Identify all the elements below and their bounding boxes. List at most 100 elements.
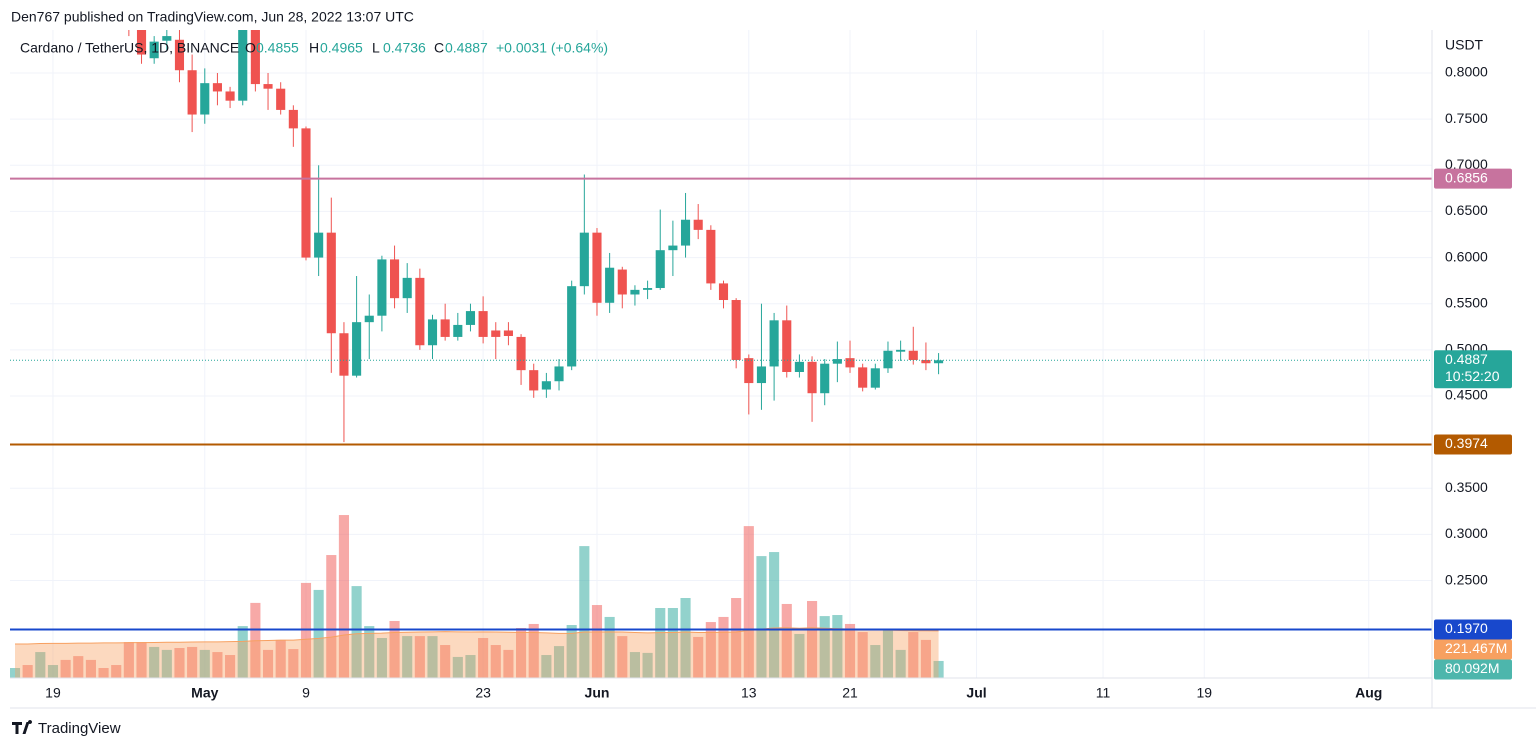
y-tick-label: 0.3000	[1445, 525, 1488, 541]
volume-bar	[591, 605, 603, 678]
volume-bar	[693, 636, 704, 678]
candle-body	[921, 359, 931, 364]
candle-body	[820, 363, 830, 394]
y-tick-label: 0.2500	[1445, 571, 1488, 587]
volume-bar	[149, 646, 160, 678]
ohlc-key: O	[245, 40, 256, 56]
candle-body	[870, 368, 880, 388]
volume-bar	[351, 586, 362, 678]
published-note: Den767 published on TradingView.com, Jun…	[11, 9, 414, 25]
volume-bar	[414, 636, 425, 678]
volume-bar	[769, 552, 780, 678]
x-tick-label: May	[191, 685, 218, 701]
candle-body	[908, 350, 918, 360]
volume-bar	[579, 546, 590, 678]
y-tick-label: 0.4500	[1445, 387, 1488, 403]
volume-label: 80.092M	[1445, 660, 1499, 676]
candle-body	[794, 361, 804, 372]
candle-body	[478, 311, 488, 337]
volume-bar	[440, 645, 451, 678]
candle-body	[136, 30, 147, 55]
volume-bar	[313, 589, 324, 678]
volume-bar	[212, 652, 223, 678]
candle-body	[352, 322, 362, 376]
volume-bar	[617, 636, 628, 678]
volume-bar	[642, 652, 653, 678]
volume-ma-label-box	[1434, 639, 1512, 660]
volume-bar	[908, 632, 919, 678]
volume-bar	[920, 639, 931, 678]
volume-label-box	[1434, 659, 1512, 680]
x-tick-label: 19	[45, 685, 61, 701]
candle-body	[187, 70, 197, 115]
hline-label: 0.1970	[1445, 620, 1488, 636]
volume-bar	[389, 620, 400, 678]
x-tick-label: 21	[842, 685, 858, 701]
volume-bar	[237, 626, 248, 678]
volume-bar	[85, 659, 96, 678]
volume-ma-line	[15, 627, 939, 645]
volume-ma-area	[15, 627, 939, 678]
volume-bar	[680, 598, 691, 678]
ohlc-value: 0.4887	[445, 40, 488, 56]
hline-label-box	[1434, 434, 1512, 455]
candle-body	[238, 30, 248, 101]
y-tick-label: 0.6000	[1445, 248, 1488, 264]
volume-bar	[73, 656, 84, 678]
candle-body	[402, 277, 412, 299]
volume-pane	[10, 515, 944, 678]
volume-bar	[364, 626, 375, 678]
ohlc-key: C	[434, 40, 444, 56]
brand: TradingView	[38, 720, 121, 737]
candle-body	[225, 91, 235, 101]
candle-body	[174, 39, 185, 71]
volume-bar	[541, 655, 552, 678]
volume-ma-label: 221.467M	[1445, 640, 1507, 656]
volume-bar	[288, 649, 299, 678]
ohlc-change: +0.0031 (+0.64%)	[496, 40, 608, 56]
ohlc-key: H	[309, 40, 319, 56]
volume-bar	[136, 642, 147, 678]
x-tick-label: Jul	[966, 685, 986, 701]
volume-bar	[781, 603, 792, 678]
candle-body	[212, 83, 222, 92]
volume-bar	[794, 633, 805, 678]
candle-body	[832, 359, 842, 364]
candle-body	[858, 367, 868, 388]
candle-body	[503, 330, 513, 337]
candle-body	[440, 319, 450, 337]
x-tick-label: Jun	[585, 685, 610, 701]
candle-body	[149, 41, 159, 59]
x-tick-label: 9	[302, 685, 310, 701]
volume-bar	[98, 668, 109, 678]
axes: 0.25000.30000.35000.45000.50000.55000.60…	[45, 64, 1512, 701]
candle-body	[896, 349, 906, 352]
x-tick-label: 23	[475, 685, 491, 701]
candle-body	[769, 320, 779, 367]
volume-bar	[187, 646, 198, 678]
volume-bar	[718, 616, 729, 678]
candle-body	[554, 366, 564, 382]
candle-body	[465, 311, 476, 325]
volume-bar	[123, 642, 134, 678]
candle-body	[934, 360, 944, 364]
volume-bar	[528, 623, 539, 678]
volume-bar	[857, 632, 868, 678]
last-price-label: 0.4887	[1445, 351, 1488, 367]
ohlc-value: 0.4736	[383, 40, 426, 56]
x-tick-label: 11	[1096, 685, 1111, 701]
x-tick-label: Aug	[1355, 685, 1382, 701]
volume-bar	[743, 526, 754, 678]
footer-logo	[12, 720, 33, 734]
candle-body	[782, 320, 792, 372]
volume-bar	[895, 649, 906, 678]
ohlc-key: L	[372, 40, 380, 56]
hline-label-box	[1434, 619, 1512, 640]
candle-body	[579, 232, 589, 287]
volume-bar	[705, 622, 716, 678]
candle-body	[605, 267, 615, 303]
volume-bar	[870, 645, 881, 678]
volume-bar	[731, 598, 742, 678]
candle-body	[491, 330, 501, 337]
